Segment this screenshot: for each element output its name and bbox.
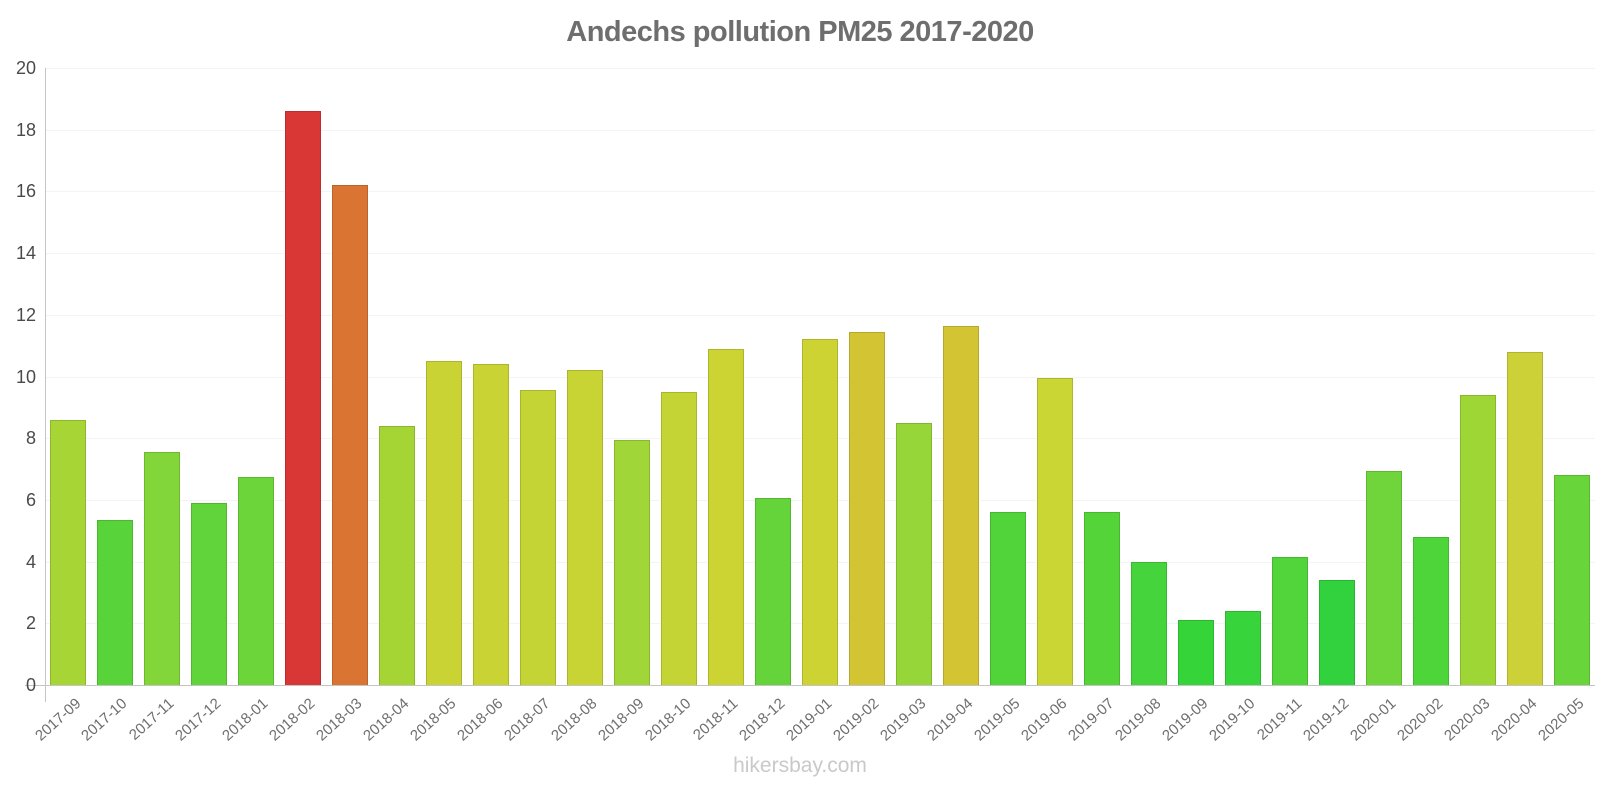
bar-2018-06 <box>473 364 510 685</box>
bar-2019-12 <box>1318 580 1355 685</box>
bar-2018-05 <box>426 361 463 685</box>
y-tick-label-16: 16 <box>15 181 36 202</box>
bar-2018-03 <box>332 185 369 685</box>
gridline-16 <box>46 191 1595 193</box>
bar-2019-02 <box>848 331 885 685</box>
y-tick-label-6: 6 <box>25 489 36 510</box>
bar-2019-01 <box>802 339 838 685</box>
y-tick-label-14: 14 <box>15 243 36 264</box>
bar-2018-04 <box>379 425 416 685</box>
bar-2019-05 <box>989 512 1026 685</box>
bar-2018-08 <box>567 370 604 685</box>
bar-2019-07 <box>1083 512 1120 685</box>
bar-2017-11 <box>144 452 181 685</box>
y-tick-label-2: 2 <box>25 613 36 634</box>
y-tick-label-18: 18 <box>15 119 36 140</box>
bar-2018-10 <box>661 391 698 685</box>
y-tick-label-10: 10 <box>15 366 36 387</box>
bar-2018-09 <box>614 439 651 685</box>
bar-2019-08 <box>1130 561 1167 685</box>
gridline-18 <box>46 129 1595 131</box>
bar-2019-06 <box>1036 378 1073 685</box>
gridline-12 <box>46 314 1595 316</box>
y-tick-label-0: 0 <box>25 675 36 695</box>
y-tick-label-20: 20 <box>15 58 36 78</box>
bar-2018-02 <box>285 111 322 685</box>
watermark-footer: hikersbay.com <box>733 754 867 777</box>
bar-2020-05 <box>1553 475 1590 685</box>
bar-2018-12 <box>755 498 792 685</box>
bar-2020-04 <box>1506 351 1543 685</box>
bar-2020-02 <box>1412 536 1449 685</box>
gridline-14 <box>46 253 1595 255</box>
bar-2020-03 <box>1459 395 1496 685</box>
bar-2019-03 <box>895 422 932 685</box>
bar-2018-01 <box>238 476 275 685</box>
bar-2019-09 <box>1177 620 1214 685</box>
bar-2018-07 <box>520 390 557 685</box>
bar-2019-10 <box>1224 610 1261 685</box>
bar-2017-12 <box>191 502 228 685</box>
y-tick-label-8: 8 <box>25 428 36 449</box>
x-axis-line <box>25 685 1595 686</box>
bar-2019-04 <box>942 325 979 685</box>
bar-2017-10 <box>97 519 134 685</box>
y-axis-line <box>45 68 46 702</box>
bar-2020-01 <box>1365 470 1402 685</box>
y-tick-label-4: 4 <box>25 551 36 572</box>
bar-2017-09 <box>50 419 87 685</box>
bar-2019-11 <box>1271 556 1308 685</box>
gridline-20 <box>46 68 1595 69</box>
y-tick-label-12: 12 <box>15 304 36 325</box>
chart-title: Andechs pollution PM25 2017-2020 <box>566 16 1034 48</box>
bar-2018-11 <box>708 348 745 685</box>
